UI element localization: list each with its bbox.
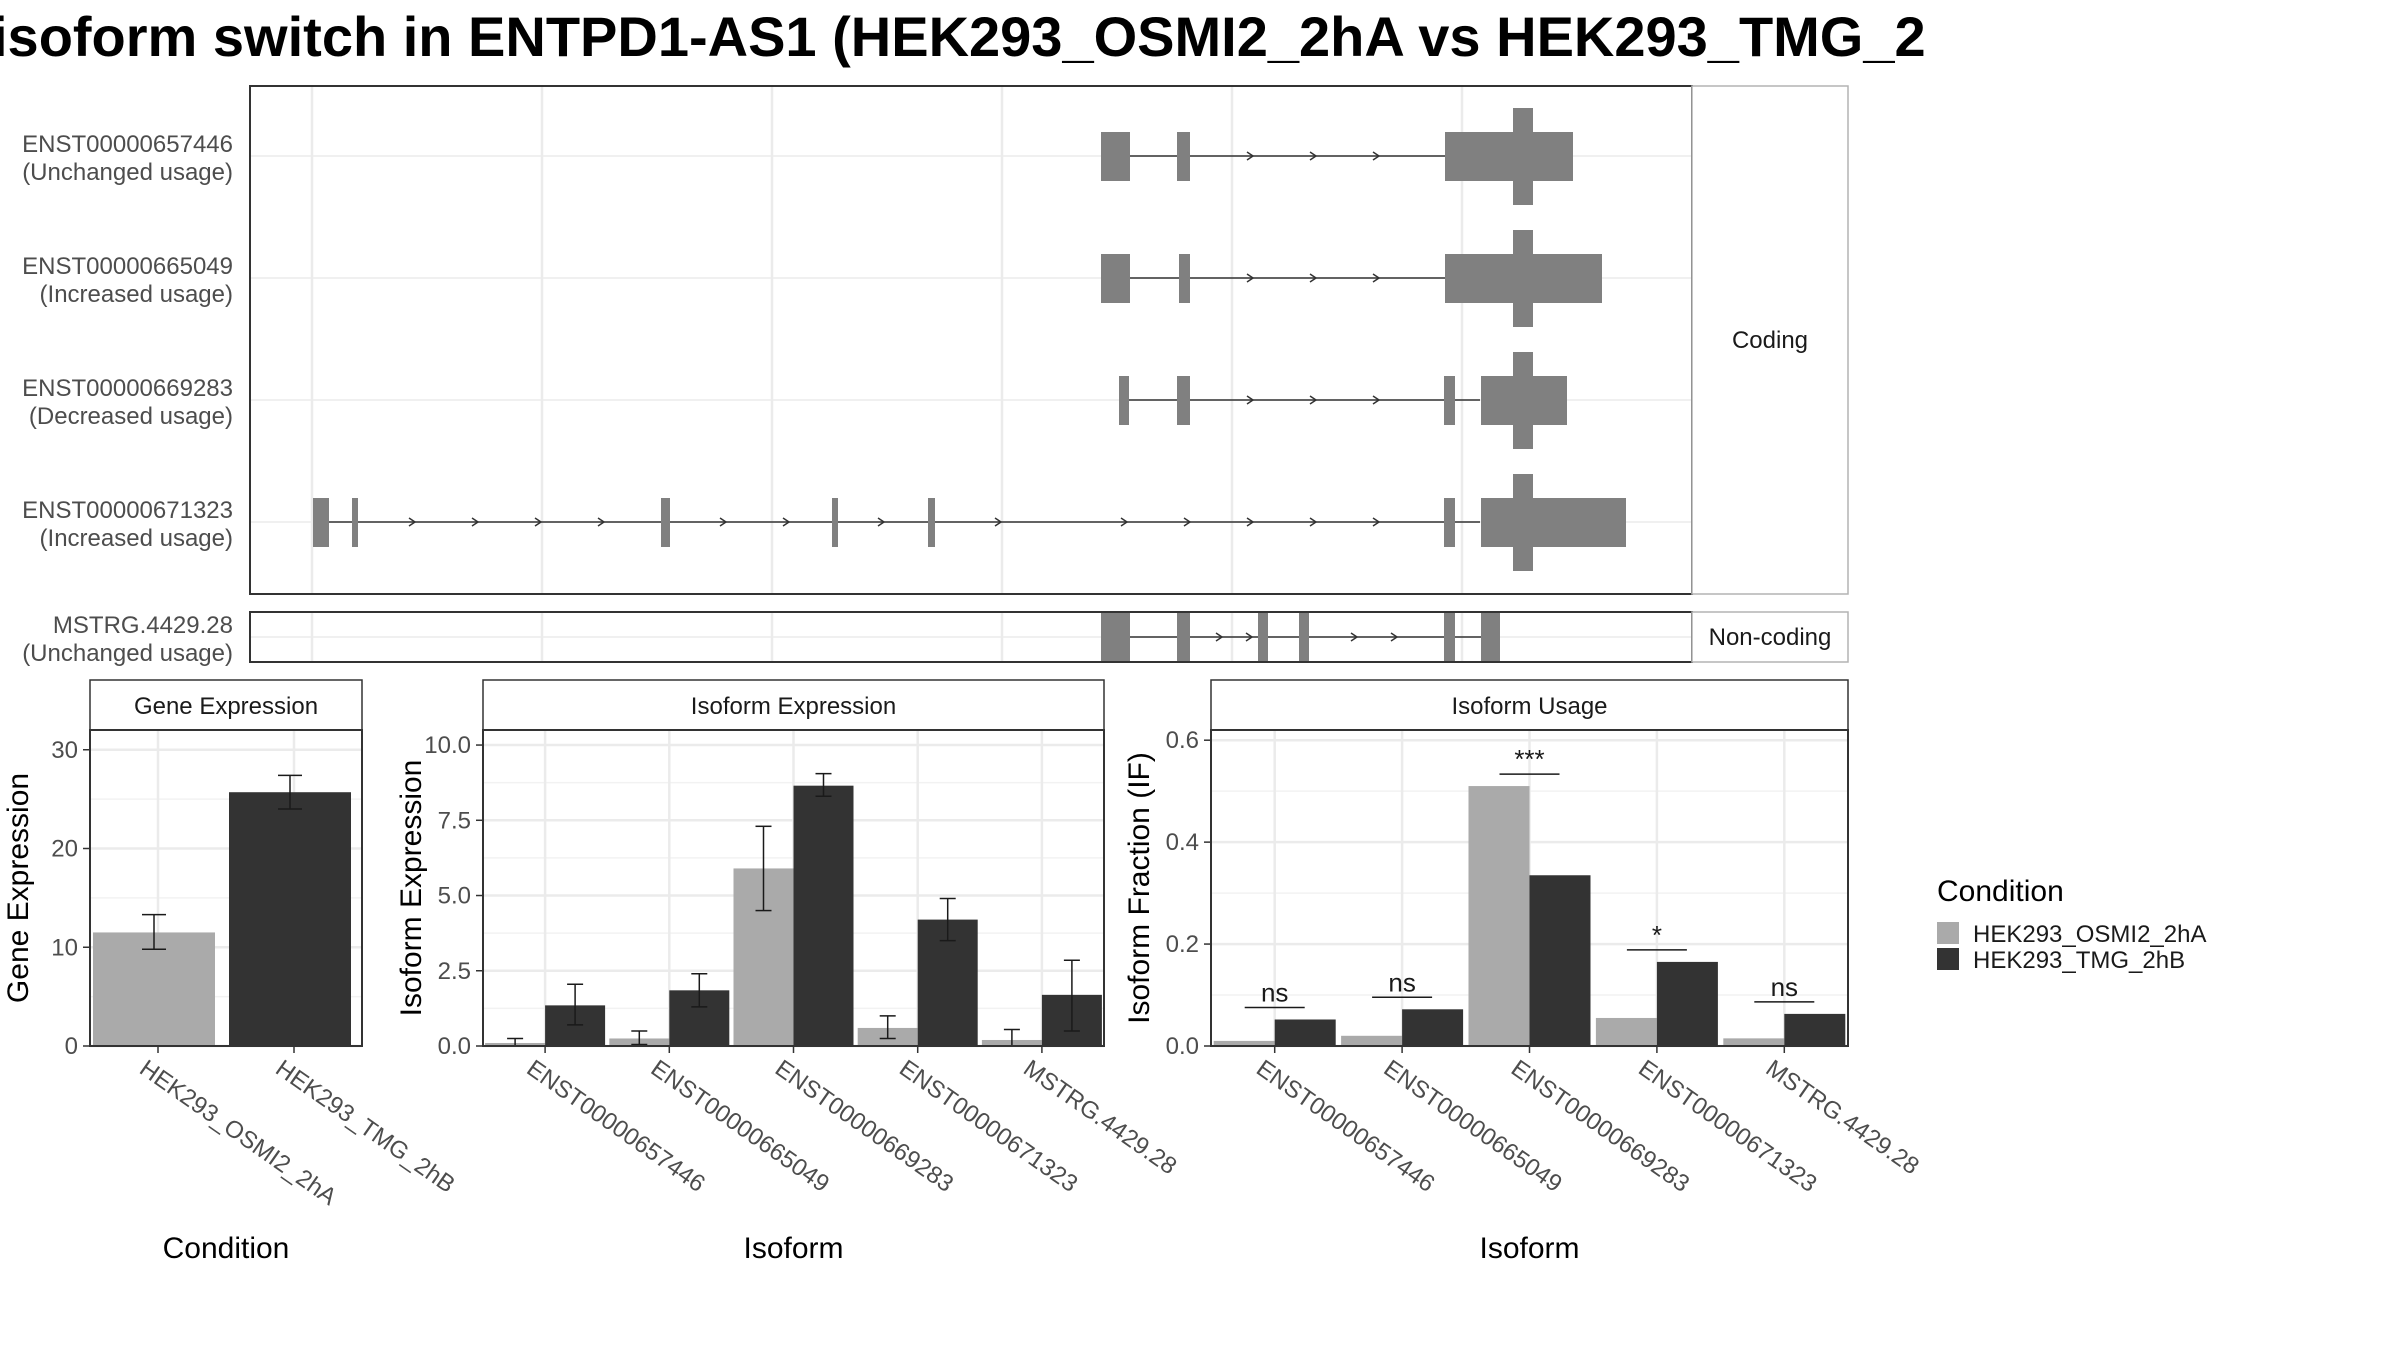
isoform-usage-label: (Increased usage) bbox=[40, 281, 233, 308]
bar bbox=[1595, 1017, 1657, 1046]
cds-exon bbox=[1513, 108, 1533, 205]
panel-border bbox=[89, 729, 363, 1047]
exon bbox=[1444, 376, 1455, 425]
significance-label: ns bbox=[1261, 977, 1288, 1007]
bar bbox=[1213, 1040, 1275, 1046]
isoform-id-label: ENST00000669283 bbox=[22, 375, 233, 402]
cds-exon bbox=[1513, 230, 1533, 327]
transcript-ENST00000671323 bbox=[313, 474, 1626, 571]
bar bbox=[793, 785, 854, 1046]
exon bbox=[661, 498, 670, 547]
y-tick-label: 0.0 bbox=[438, 1033, 471, 1060]
y-tick-label: 30 bbox=[51, 737, 78, 764]
facet-strip-label: Gene Expression bbox=[134, 693, 318, 720]
isoform-labels: ENST00000657446 (Unchanged usage) ENST00… bbox=[22, 131, 233, 667]
isoform-id-label: ENST00000657446 bbox=[22, 131, 233, 158]
y-tick-label: 0.0 bbox=[1166, 1033, 1199, 1060]
x-axis-title: Condition bbox=[163, 1232, 290, 1265]
legend-title: Condition bbox=[1937, 875, 2064, 908]
bar bbox=[93, 932, 215, 1046]
isoform-id-label: ENST00000671323 bbox=[22, 497, 233, 524]
facet-label-noncoding: Non-coding bbox=[1709, 624, 1832, 651]
y-tick-label: 0 bbox=[65, 1033, 78, 1060]
coding-strip bbox=[1691, 85, 1849, 595]
significance-label: ns bbox=[1771, 972, 1798, 1002]
significance-label: ns bbox=[1388, 967, 1415, 997]
exon bbox=[1445, 132, 1573, 181]
x-axis-title: Isoform bbox=[743, 1232, 843, 1265]
y-axis-title: Gene Expression bbox=[2, 773, 35, 1003]
exon bbox=[1177, 376, 1190, 425]
legend-item-label: HEK293_TMG_2hB bbox=[1973, 947, 2185, 974]
noncoding-strip bbox=[1691, 611, 1849, 663]
cds-exon bbox=[1513, 474, 1533, 571]
structure-gridlines bbox=[251, 87, 1691, 661]
exon bbox=[928, 498, 935, 547]
x-axis-title: Isoform bbox=[1479, 1232, 1579, 1265]
legend-swatch bbox=[1937, 948, 1959, 970]
y-tick-label: 2.5 bbox=[438, 958, 471, 985]
figure-title: isoform switch in ENTPD1-AS1 (HEK293_OSM… bbox=[0, 5, 1926, 68]
y-axis-title: Isoform Fraction (IF) bbox=[1123, 752, 1156, 1024]
y-tick-label: 0.4 bbox=[1166, 829, 1199, 856]
cds-exon bbox=[1513, 352, 1533, 449]
legend-item-label: HEK293_OSMI2_2hA bbox=[1973, 921, 2206, 948]
exon bbox=[1101, 254, 1130, 303]
transcript-MSTRG.4429.28 bbox=[1101, 613, 1500, 661]
y-tick-label: 0.2 bbox=[1166, 931, 1199, 958]
isoform-id-label: ENST00000665049 bbox=[22, 253, 233, 280]
bar bbox=[1274, 1019, 1336, 1046]
bar bbox=[1656, 961, 1718, 1046]
facet-strip bbox=[482, 679, 1105, 731]
exon bbox=[1101, 132, 1130, 181]
facet-label-coding: Coding bbox=[1732, 327, 1808, 354]
bar bbox=[1784, 1013, 1846, 1046]
legend-swatch bbox=[1937, 922, 1959, 944]
exon bbox=[313, 498, 329, 547]
bar bbox=[1468, 786, 1530, 1046]
transcript-ENST00000669283 bbox=[1119, 352, 1567, 449]
exon bbox=[832, 498, 838, 547]
exon bbox=[1119, 376, 1129, 425]
y-tick-label: 7.5 bbox=[438, 807, 471, 834]
transcript-structure-panel: Coding Non-coding ENST000006 bbox=[22, 85, 1849, 667]
facet-strip bbox=[1210, 679, 1849, 731]
y-tick-label: 0.6 bbox=[1166, 727, 1199, 754]
facet-strip-label: Isoform Expression bbox=[691, 693, 896, 720]
exon bbox=[1481, 613, 1500, 661]
isoform-id-label: MSTRG.4429.28 bbox=[53, 612, 233, 639]
bar bbox=[1341, 1035, 1403, 1046]
y-axis-title: Isoform Expression bbox=[395, 760, 428, 1017]
exon bbox=[1258, 613, 1268, 661]
exon bbox=[1101, 613, 1130, 661]
y-tick-label: 5.0 bbox=[438, 883, 471, 910]
facet-strip-label: Isoform Usage bbox=[1451, 693, 1607, 720]
exon bbox=[352, 498, 358, 547]
significance-label: * bbox=[1652, 920, 1662, 950]
bar bbox=[1402, 1009, 1464, 1046]
exon bbox=[1481, 498, 1626, 547]
bar bbox=[1529, 875, 1591, 1046]
bar bbox=[1723, 1038, 1785, 1046]
exon bbox=[1444, 613, 1455, 661]
exon bbox=[1444, 498, 1455, 547]
significance-label: *** bbox=[1514, 744, 1544, 774]
isoform-usage-label: (Unchanged usage) bbox=[22, 159, 233, 186]
exon bbox=[1177, 132, 1190, 181]
exon bbox=[1179, 254, 1190, 303]
isoform-usage-label: (Unchanged usage) bbox=[22, 640, 233, 667]
y-tick-label: 10.0 bbox=[424, 732, 471, 759]
exon bbox=[1299, 613, 1309, 661]
isoform-usage-label: (Decreased usage) bbox=[29, 403, 233, 430]
transcript-ENST00000665049 bbox=[1101, 230, 1602, 327]
bar bbox=[229, 792, 351, 1046]
y-tick-label: 20 bbox=[51, 836, 78, 863]
transcript-ENST00000657446 bbox=[1101, 108, 1573, 205]
exon bbox=[1177, 613, 1190, 661]
isoform-usage-label: (Increased usage) bbox=[40, 525, 233, 552]
y-tick-label: 10 bbox=[51, 934, 78, 961]
